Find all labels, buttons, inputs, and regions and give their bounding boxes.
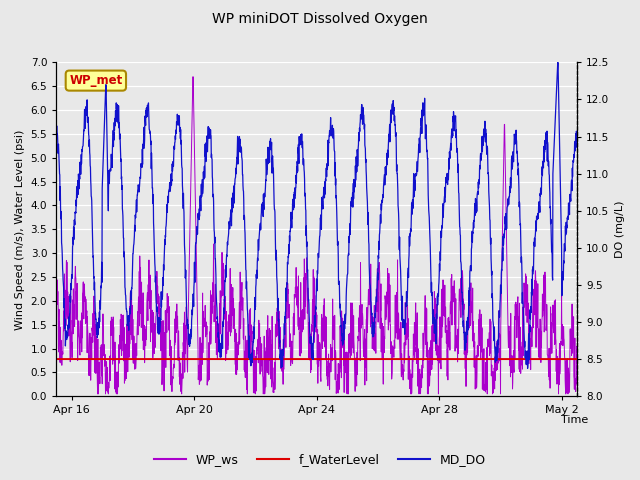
Y-axis label: Wind Speed (m/s), Water Level (psi): Wind Speed (m/s), Water Level (psi) xyxy=(15,129,25,330)
Legend: WP_ws, f_WaterLevel, MD_DO: WP_ws, f_WaterLevel, MD_DO xyxy=(149,448,491,471)
Y-axis label: DO (mg/L): DO (mg/L) xyxy=(615,201,625,258)
Text: WP miniDOT Dissolved Oxygen: WP miniDOT Dissolved Oxygen xyxy=(212,12,428,26)
Text: WP_met: WP_met xyxy=(69,74,122,87)
X-axis label: Time: Time xyxy=(561,415,588,425)
